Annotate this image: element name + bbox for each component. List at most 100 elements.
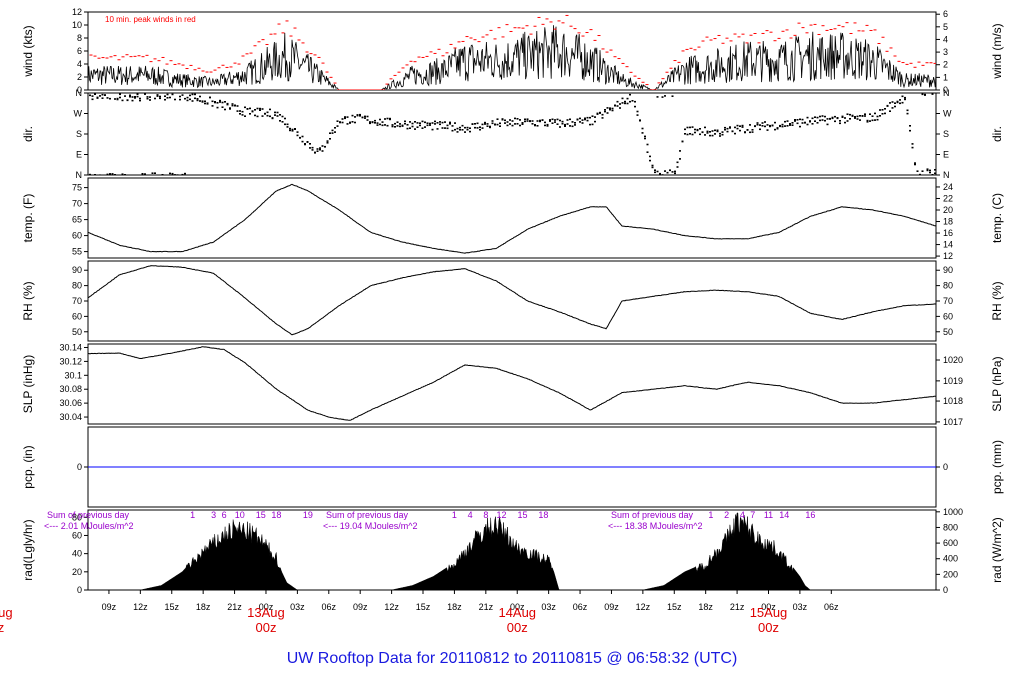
wind-direction-point: [901, 101, 904, 104]
wind-direction-point: [591, 123, 594, 126]
wind-direction-point: [909, 129, 911, 132]
wind-direction-point: [366, 115, 369, 118]
slp-ylabel-right: SLP (hPa): [990, 356, 1004, 411]
wind-direction-point: [616, 105, 619, 107]
wind-direction-point: [124, 174, 126, 175]
wind-direction-point: [159, 95, 161, 98]
wind-direction-point: [374, 119, 376, 122]
wind-direction-point: [194, 97, 196, 100]
wind-ylabel: wind (kts): [21, 25, 35, 77]
wind-direction-point: [281, 115, 284, 118]
wind-direction-point: [296, 131, 299, 133]
wind-direction-point: [914, 162, 916, 164]
wind-direction-point: [846, 120, 849, 122]
wind-ytick-right-label: 4: [943, 34, 948, 44]
wind-direction-point: [461, 129, 464, 131]
wind-direction-point: [861, 115, 864, 117]
wind-direction-point: [679, 150, 681, 152]
wind-direction-point: [389, 117, 391, 120]
rad-hour-marker: 2: [724, 510, 729, 520]
rad-day-total-label: Sum of previous day: [47, 510, 130, 520]
wind-direction-point: [254, 114, 256, 117]
wind-direction-point: [284, 117, 286, 120]
wind-direction-point: [196, 99, 199, 102]
wind-direction-point: [811, 117, 814, 120]
wind-direction-point: [806, 123, 809, 126]
wind-direction-point: [136, 95, 139, 98]
rad-hour-marker: 3: [211, 510, 216, 520]
wind-direction-point: [896, 100, 899, 103]
wind-direction-point: [286, 123, 289, 126]
wind-direction-point: [279, 114, 281, 116]
wind-direction-point: [764, 125, 766, 128]
wind-direction-point: [709, 134, 711, 137]
wind-direction-point: [334, 131, 336, 133]
dir-ytick-label: W: [74, 109, 83, 119]
rad-hour-marker: 4: [468, 510, 473, 520]
wind-direction-point: [379, 123, 381, 126]
wind-direction-point: [399, 123, 401, 125]
wind-direction-point: [606, 112, 609, 114]
wind-direction-point: [594, 120, 596, 123]
wind-direction-point: [219, 99, 221, 102]
pcp-ytick-right-label: 0: [943, 462, 948, 472]
wind-direction-point: [594, 116, 596, 118]
wind-direction-point: [469, 127, 471, 129]
wind-panel-frame: [87, 11, 937, 91]
wind-direction-point: [221, 106, 224, 108]
wind-direction-point: [571, 121, 574, 123]
wind-direction-point: [391, 124, 394, 126]
slp-ytick-right-label: 1018: [943, 396, 963, 406]
wind-direction-point: [319, 148, 321, 151]
wind-direction-point: [169, 172, 171, 175]
wind-direction-point: [526, 120, 529, 122]
wind-direction-point: [801, 122, 804, 124]
wind-direction-point: [786, 120, 789, 122]
wind-direction-point: [924, 93, 926, 96]
wind-direction-point: [716, 129, 719, 132]
wind-direction-point: [361, 116, 364, 119]
wind-direction-point: [354, 121, 356, 124]
rad-ytick-label: 60: [72, 530, 82, 540]
wind-direction-point: [906, 109, 909, 112]
wind-direction-point: [676, 166, 679, 168]
wind-direction-point: [251, 110, 254, 113]
wind-direction-point: [604, 109, 606, 111]
wind-direction-point: [686, 126, 689, 129]
rad-day-total-label: Sum of previous day: [326, 510, 409, 520]
wind-direction-point: [274, 111, 276, 114]
rad-plot-area: [88, 512, 936, 590]
temp-panel-frame: [87, 177, 937, 259]
wind-direction-point: [661, 96, 664, 98]
wind-direction-point: [339, 121, 341, 123]
wind-direction-point: [649, 155, 651, 158]
wind-direction-point: [191, 93, 194, 96]
wind-direction-point: [449, 121, 451, 124]
wind-direction-point: [581, 119, 584, 121]
slp-ytick-label: 30.1: [64, 370, 82, 380]
wind-direction-point: [404, 120, 406, 123]
slp-ytick-label: 30.12: [59, 356, 82, 366]
wind-direction-point: [486, 125, 489, 127]
x-tick-label: 18z: [447, 602, 462, 612]
wind-direction-point: [576, 118, 579, 121]
wind-direction-point: [634, 100, 636, 103]
wind-direction-point: [246, 108, 249, 110]
wind-direction-point: [744, 131, 746, 133]
wind-direction-point: [184, 172, 186, 175]
rad-ytick-label: 80: [72, 512, 82, 522]
x-tick-label: 00z: [510, 602, 525, 612]
rh-ytick-right-label: 60: [943, 311, 953, 321]
wind-direction-point: [119, 93, 121, 96]
wind-direction-point: [149, 99, 151, 101]
wind-direction-point: [244, 106, 246, 109]
wind-direction-point: [336, 125, 339, 127]
wind-direction-point: [721, 131, 724, 133]
wind-direction-point: [549, 119, 551, 121]
wind-direction-point: [419, 124, 421, 127]
rh-ytick-right-label: 90: [943, 265, 953, 275]
wind-direction-point: [104, 94, 106, 96]
wind-direction-point: [151, 174, 154, 175]
wind-direction-point: [736, 127, 739, 130]
wind-direction-point: [439, 123, 441, 126]
